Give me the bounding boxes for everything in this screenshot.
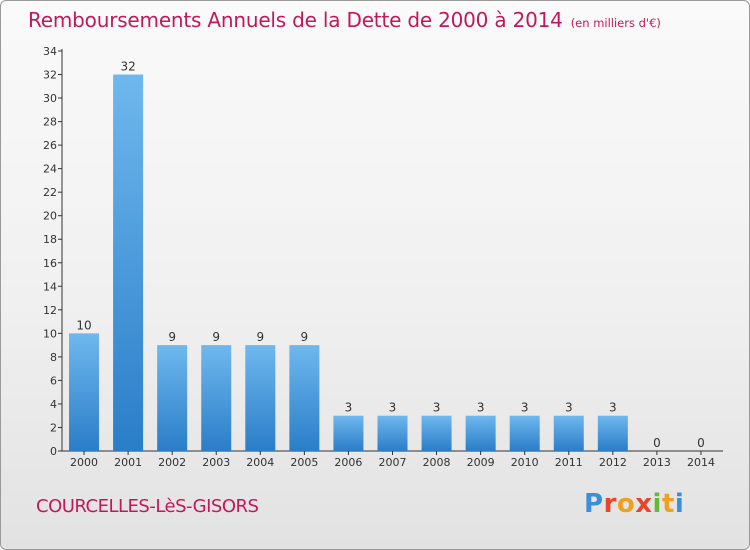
y-tick-label: 30 bbox=[43, 92, 57, 105]
logo-letter: x bbox=[635, 489, 653, 519]
x-tick-label: 2014 bbox=[687, 456, 715, 469]
data-label: 9 bbox=[212, 330, 220, 344]
logo-letter: i bbox=[652, 489, 662, 519]
data-label: 3 bbox=[433, 401, 441, 415]
data-label: 3 bbox=[389, 401, 397, 415]
bar bbox=[69, 333, 100, 451]
bar bbox=[509, 415, 540, 451]
bar bbox=[421, 415, 452, 451]
data-label: 32 bbox=[120, 60, 135, 74]
proxiti-logo: Proxiti bbox=[584, 489, 684, 519]
chart-unit-note: (en milliers d'€) bbox=[570, 16, 661, 30]
data-label: 3 bbox=[477, 401, 485, 415]
y-tick-label: 28 bbox=[43, 116, 57, 129]
chart-title: Remboursements Annuels de la Dette de 20… bbox=[28, 8, 661, 32]
bar bbox=[465, 415, 496, 451]
y-tick-label: 12 bbox=[43, 304, 57, 317]
bar bbox=[245, 345, 276, 451]
logo-letter: i bbox=[674, 489, 685, 519]
bar bbox=[113, 74, 144, 451]
y-tick-label: 2 bbox=[50, 421, 57, 434]
logo-letter: r bbox=[603, 489, 617, 519]
data-label: 3 bbox=[609, 401, 617, 415]
data-label: 9 bbox=[301, 330, 309, 344]
data-label: 0 bbox=[697, 436, 705, 450]
data-label: 0 bbox=[653, 436, 661, 450]
logo-letter: P bbox=[584, 489, 604, 519]
y-tick-label: 22 bbox=[43, 186, 57, 199]
bar bbox=[597, 415, 628, 451]
x-tick-label: 2006 bbox=[334, 456, 362, 469]
y-tick-label: 16 bbox=[43, 257, 57, 270]
x-tick-label: 2010 bbox=[511, 456, 539, 469]
x-tick-label: 2001 bbox=[114, 456, 142, 469]
y-tick-label: 24 bbox=[43, 163, 57, 176]
y-tick-label: 14 bbox=[43, 280, 57, 293]
y-tick-label: 4 bbox=[50, 398, 57, 411]
x-tick-label: 2008 bbox=[423, 456, 451, 469]
chart-title-text: Remboursements Annuels de la Dette de 20… bbox=[28, 8, 563, 32]
y-tick-label: 18 bbox=[43, 233, 57, 246]
x-tick-label: 2003 bbox=[202, 456, 230, 469]
x-tick-label: 2013 bbox=[643, 456, 671, 469]
y-tick-label: 26 bbox=[43, 139, 57, 152]
data-label: 3 bbox=[565, 401, 573, 415]
y-tick-label: 20 bbox=[43, 210, 57, 223]
value-labels: 10 32 9 9 9 9 3 3 3 3 3 3 3 0 0 bbox=[76, 60, 704, 450]
x-tick-label: 2002 bbox=[158, 456, 186, 469]
data-label: 9 bbox=[168, 330, 176, 344]
bar bbox=[377, 415, 408, 451]
bar bbox=[333, 415, 364, 451]
x-tick-label: 2009 bbox=[467, 456, 495, 469]
data-label: 10 bbox=[76, 318, 91, 332]
y-tick-label: 10 bbox=[43, 327, 57, 340]
x-tick-label: 2004 bbox=[246, 456, 274, 469]
bar bbox=[289, 345, 320, 451]
data-label: 3 bbox=[345, 401, 353, 415]
x-tick-label: 2005 bbox=[290, 456, 318, 469]
bar bbox=[157, 345, 188, 451]
x-tick-label: 2007 bbox=[379, 456, 407, 469]
y-tick-label: 32 bbox=[43, 69, 57, 82]
data-label: 3 bbox=[521, 401, 529, 415]
bar bbox=[201, 345, 232, 451]
x-tick-label: 2012 bbox=[599, 456, 627, 469]
y-tick-label: 8 bbox=[50, 351, 57, 364]
x-tick-label: 2000 bbox=[70, 456, 98, 469]
bars bbox=[69, 74, 628, 451]
bar bbox=[553, 415, 584, 451]
y-tick-label: 6 bbox=[50, 374, 57, 387]
y-tick-label: 34 bbox=[43, 45, 57, 58]
x-tick-label: 2011 bbox=[555, 456, 583, 469]
data-label: 9 bbox=[256, 330, 264, 344]
commune-name: COURCELLES-LèS-GISORS bbox=[36, 496, 259, 517]
logo-letter: t bbox=[661, 489, 675, 519]
x-axis: 2000 2001 2002 2003 2004 2005 2006 2007 2008 2009… bbox=[62, 450, 723, 469]
logo-letter: o bbox=[616, 489, 636, 519]
y-tick-label: 0 bbox=[50, 445, 57, 458]
